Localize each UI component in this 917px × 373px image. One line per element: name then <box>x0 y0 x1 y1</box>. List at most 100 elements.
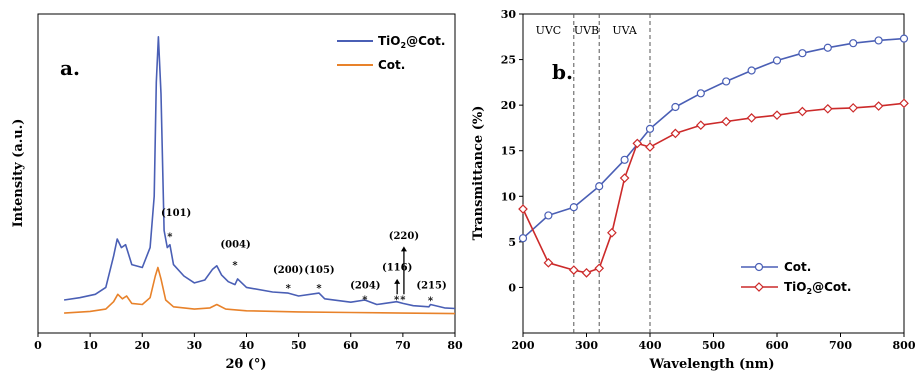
panel-b-cot-marker <box>645 124 655 133</box>
panel-b-region-label: UVA <box>612 24 637 37</box>
panel-b-cot-marker <box>518 234 528 243</box>
panel-b-cot-marker <box>544 211 553 220</box>
legend-label-cot: Cot. <box>378 58 405 72</box>
panel-a-peak-label: (200) <box>273 265 303 276</box>
panel-a-peak-label: (105) <box>304 265 334 276</box>
panel-a-peak-star: * <box>362 295 368 306</box>
panel-b-tio2-marker <box>670 128 681 139</box>
panel-b-y-tick-label: 20 <box>501 99 517 112</box>
panel-a-peak-label: (215) <box>416 281 446 292</box>
panel-b-tio2-marker <box>619 173 630 183</box>
panel-b-y-tick-label: 25 <box>501 54 516 67</box>
legend-b-label-tio2-cot: TiO2@Cot. <box>784 280 851 296</box>
panel-a-peak-arrowhead <box>394 278 401 284</box>
panel-a-peak-label: (116) <box>382 262 412 273</box>
panel-a-peak-label: (004) <box>220 240 250 251</box>
panel-a-peak-label: (101) <box>161 208 191 219</box>
panel-b-region-label: UVC <box>536 24 562 37</box>
legend-b-marker-cot <box>754 262 764 272</box>
panel-b-y-tick-label: 10 <box>501 190 517 203</box>
panel-b-cot-marker <box>798 49 807 58</box>
panel-a-x-tick-label: 60 <box>343 339 359 352</box>
panel-b-tio2-marker <box>822 103 833 114</box>
panel-a-x-tick-label: 40 <box>239 339 255 352</box>
panel-b-uv-regions: UVC UVB UVA <box>536 14 651 333</box>
panel-b-tio2-marker <box>797 106 808 117</box>
panel-b-cot-marker <box>722 77 731 86</box>
panel-a-peak-star: * <box>428 296 434 307</box>
panel-b-tio2-marker <box>581 267 592 278</box>
panel-b-tio2-marker <box>568 265 579 275</box>
panel-b-tio2-marker <box>772 110 782 121</box>
panel-b-cot-marker <box>620 155 629 164</box>
panel-b-tio2-marker <box>848 103 859 113</box>
panel-b-x-tick-label: 400 <box>639 339 662 352</box>
panel-b-tio2-marker <box>632 138 643 149</box>
panel-a-x-tick-label: 70 <box>395 339 411 352</box>
panel-b-x-tick-label: 800 <box>893 339 916 352</box>
panel-b-tio2-marker <box>873 101 884 111</box>
panel-b-x-tick-label: 500 <box>702 339 725 352</box>
panel-a-xlabel: 2θ (°) <box>225 357 266 372</box>
panel-b-region-label: UVB <box>574 24 599 37</box>
panel-a-x-tick-label: 50 <box>291 339 307 352</box>
panel-b-tio2-marker <box>695 120 706 131</box>
panel-a-x-tick-label: 80 <box>447 339 463 352</box>
panel-b-tio2-marker <box>543 257 554 268</box>
panel-b-tio2-marker <box>721 116 732 127</box>
panel-b-tio2-marker <box>746 113 757 123</box>
panel-b-y-tick-label: 0 <box>508 281 516 294</box>
panel-a: a. 2θ (°) Intensity (a.u.) 0 10 20 30 40 50 60… <box>11 13 463 372</box>
panel-b-cot-marker <box>823 43 832 52</box>
panel-b-cot-marker <box>595 182 604 191</box>
panel-a-peak-label: (220) <box>389 231 419 242</box>
panel-b-cot-marker <box>899 34 909 43</box>
panel-a-peak-annotations: (101) * (004) * (200) * (105) * (204) * (116) * (220… <box>161 208 447 307</box>
panel-b-x-tick-label: 300 <box>575 339 598 352</box>
panel-b: b. Wavelength (nm) Transmittance (%) 200… <box>471 8 916 372</box>
panel-a-label: a. <box>60 56 80 80</box>
panel-b-x-tick-label: 700 <box>829 339 852 352</box>
panel-b-cot-marker <box>696 89 705 98</box>
panel-a-x-ticks: 0 10 20 30 40 50 60 70 80 <box>34 333 463 352</box>
panel-a-series <box>63 35 456 315</box>
panel-a-peak-star: * <box>316 283 322 294</box>
legend-b-label-cot: Cot. <box>784 260 811 274</box>
panel-b-cot-marker <box>569 203 578 212</box>
panel-b-cot-marker <box>747 66 756 75</box>
panel-b-cot-marker <box>772 56 782 65</box>
panel-b-y-tick-label: 5 <box>508 236 516 249</box>
panel-b-label: b. <box>552 60 573 84</box>
panel-b-ylabel: Transmittance (%) <box>471 106 486 241</box>
panel-a-peak-arrowhead <box>400 246 407 252</box>
panel-a-x-tick-label: 0 <box>34 339 42 352</box>
panel-a-peak-star: * <box>400 295 406 306</box>
panel-a-series-line-1 <box>64 266 456 315</box>
panel-a-peak-star: * <box>167 232 173 243</box>
panel-b-tio2-marker <box>518 204 528 214</box>
panel-a-x-tick-label: 30 <box>187 339 203 352</box>
panel-b-x-ticks: 200 300 400 500 600 700 800 <box>512 333 916 352</box>
panel-a-legend: TiO2@Cot. Cot. <box>337 34 445 72</box>
panel-a-x-tick-label: 20 <box>135 339 151 352</box>
panel-b-tio2-marker <box>607 227 617 238</box>
panel-b-series <box>518 34 909 278</box>
panel-b-series-line-0 <box>522 37 905 239</box>
panel-b-y-tick-label: 15 <box>501 145 516 158</box>
panel-b-tio2-marker <box>899 98 909 109</box>
panel-b-legend: Cot. TiO2@Cot. <box>741 260 851 296</box>
panel-a-peak-star: * <box>394 295 400 306</box>
panel-b-x-tick-label: 600 <box>766 339 789 352</box>
panel-a-series-line-0 <box>63 35 456 310</box>
panel-b-x-tick-label: 200 <box>512 339 535 352</box>
panel-b-series-line-1 <box>522 102 905 274</box>
legend-label-tio2-cot: TiO2@Cot. <box>378 34 445 50</box>
panel-b-cot-marker <box>671 102 680 112</box>
panel-b-y-tick-label: 30 <box>501 8 517 21</box>
panel-a-ylabel: Intensity (a.u.) <box>11 119 26 228</box>
panel-a-peak-star: * <box>232 261 238 272</box>
legend-b-marker-tio2-cot <box>754 282 764 292</box>
panel-a-peak-label: (204) <box>350 281 380 292</box>
panel-b-y-ticks: 0 5 10 15 20 25 30 <box>501 8 523 294</box>
